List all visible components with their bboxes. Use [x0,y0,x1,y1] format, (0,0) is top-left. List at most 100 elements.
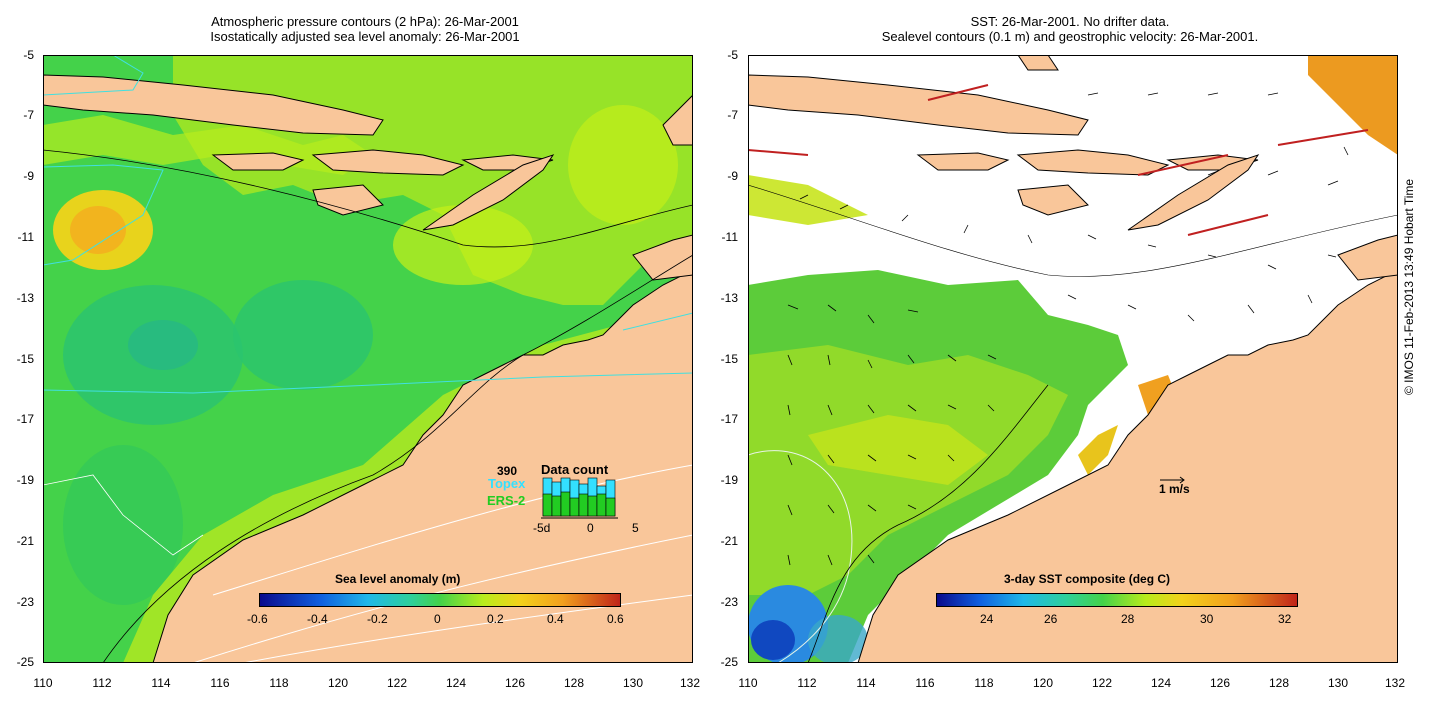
x-tick-label: 132 [1384,676,1406,690]
bali-lombok-island [916,152,1010,171]
tanimbar-island [632,234,693,281]
x-tick-label: 114 [151,676,171,690]
y-tick-label: -17 [16,412,34,426]
right-title-line2: Sealevel contours (0.1 m) and geostrophi… [881,29,1259,44]
australia-land [857,269,1398,663]
flores-island [311,149,465,176]
left-title-line2: Isostatically adjusted sea level anomaly… [210,29,520,44]
velocity-scale-label: 1 m/s [1159,482,1190,496]
x-tick-label: 132 [679,676,701,690]
land-contour-2 [242,594,693,663]
sealevel-contour-1 [748,450,853,663]
right-colorbar-tick: 28 [1121,612,1135,626]
left-colorbar-tick: 0 [434,612,441,626]
sst-warm-northeast [1308,55,1398,155]
sealevel-contour-3 [748,184,1398,277]
x-tick-label: 118 [269,676,289,690]
left-colorbar [259,593,621,607]
y-tick-label: -15 [16,352,34,366]
right-title-line1: SST: 26-Mar-2001. No drifter data. [970,14,1170,29]
data-count-bars [542,477,616,517]
sst-north-patch [748,175,868,225]
right-colorbar [936,593,1298,607]
x-tick-label: 120 [327,676,349,690]
sst-yellow-patch [808,415,988,485]
imos-credit: © IMOS 11-Feb-2013 13:49 Hobart Time [1402,178,1416,395]
y-tick-label: -13 [16,291,34,305]
x-tick-label: 126 [1209,676,1231,690]
x-tick-label: 128 [563,676,585,690]
x-tick-label: 128 [1268,676,1290,690]
drifter-streaks [748,84,1369,236]
tanimbar-island [1337,234,1398,281]
right-colorbar-title: 3-day SST composite (deg C) [1004,572,1171,586]
left-colorbar-tick: 0.2 [487,612,504,626]
y-tick-label: -23 [16,595,34,609]
sea-low-core [128,320,198,370]
x-tick-label: 130 [622,676,644,690]
y-tick-label: -13 [720,291,738,305]
east-islands [662,94,693,146]
data-count-inset: Data count 390 Topex ERS-2 -5d 0 5 [487,462,639,535]
y-tick-label: -17 [720,412,738,426]
ers2-bar [605,497,616,517]
left-colorbar-tick: 0.4 [547,612,564,626]
right-colorbar-tick: 26 [1044,612,1058,626]
left-colorbar-title: Sea level anomaly (m) [335,572,461,586]
australia-land [152,269,693,663]
left-title-line1: Atmospheric pressure contours (2 hPa): 2… [211,14,519,29]
x-tick-label: 124 [445,676,467,690]
y-tick-label: -23 [720,595,738,609]
right-map-panel: 1 m/s 3-day SST composite (deg C) 24 26 … [748,55,1398,663]
y-tick-label: -5 [727,48,738,62]
sea-low-region-2 [233,280,373,390]
right-title: SST: 26-Mar-2001. No drifter data. Seale… [745,14,1395,44]
java-island [748,74,1089,136]
x-tick-label: 130 [1327,676,1349,690]
right-panel-frame [748,55,1398,663]
land-contour-3 [212,464,693,596]
right-colorbar-tick: 32 [1278,612,1292,626]
sea-orange-core [70,206,126,254]
velocity-arrows [787,92,1349,566]
pressure-contour-4 [622,312,693,331]
small-north-island [1017,55,1059,71]
white-contour [43,474,204,556]
y-tick-label: -19 [720,473,738,487]
timor-island [422,154,555,231]
y-tick-label: -21 [720,534,738,548]
data-count-xtick: 5 [632,521,639,535]
y-tick-label: -11 [721,230,738,244]
sumba-island [1017,184,1089,216]
sea-low-south [63,445,183,605]
sea-high-patch-east [568,105,678,225]
y-tick-label: -9 [23,169,34,183]
sumba-island [312,184,384,216]
sea-level-anomaly-map [43,55,693,663]
x-tick-label: 124 [1150,676,1172,690]
data-count-xtick: -5d [533,521,550,535]
x-tick-label: 112 [92,676,112,690]
left-colorbar-tick: 0.6 [607,612,624,626]
left-colorbar-tick: -0.2 [367,612,388,626]
y-tick-label: -15 [720,352,738,366]
sst-map [748,55,1398,663]
left-panel-frame [43,55,693,663]
data-count-max: 390 [497,464,517,478]
y-tick-label: -19 [16,473,34,487]
right-colorbar-tick: 24 [980,612,994,626]
sla-contour-1 [43,149,693,248]
x-tick-label: 126 [504,676,526,690]
scale-arrowhead [1179,476,1185,484]
legend-ers2: ERS-2 [487,493,525,508]
y-tick-label: -7 [23,108,34,122]
sla-contour-2 [102,254,693,663]
x-tick-label: 122 [1091,676,1113,690]
y-tick-label: -21 [16,534,34,548]
left-title: Atmospheric pressure contours (2 hPa): 2… [40,14,690,44]
sst-cool-patch-2 [808,615,868,663]
x-tick-label: 110 [738,676,758,690]
bali-lombok-island [211,152,305,171]
y-tick-label: -9 [727,169,738,183]
left-colorbar-tick: -0.4 [307,612,328,626]
